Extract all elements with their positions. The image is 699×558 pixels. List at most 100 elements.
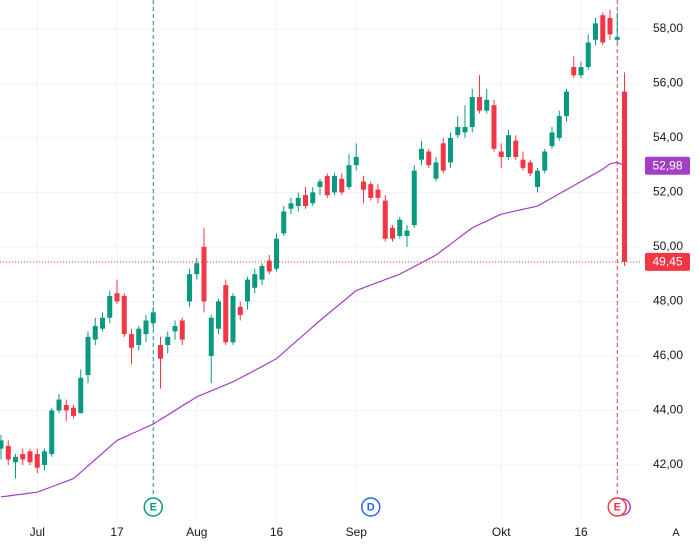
y-tick-label: 56,00 (653, 76, 683, 90)
candle-body (397, 219, 403, 237)
x-tick-label: 16 (574, 525, 588, 539)
candle-body (34, 454, 40, 468)
candle-body (404, 230, 410, 237)
y-tick-label: 50,00 (653, 239, 683, 253)
candle-body (593, 23, 598, 40)
candle-body (114, 293, 120, 302)
candle-body (491, 105, 497, 149)
candle-body (448, 137, 453, 163)
candle-body (520, 159, 526, 168)
candle-body (455, 127, 461, 136)
candle-body (71, 407, 76, 416)
candle-body (571, 67, 577, 76)
y-tick-label: 52,00 (653, 185, 683, 199)
candle-body (484, 99, 490, 111)
event-marker (607, 497, 627, 517)
candle-body (506, 135, 511, 157)
x-tick-label: 17 (110, 525, 124, 539)
candle-body (252, 274, 258, 288)
candle-body (187, 274, 192, 302)
candle-body (136, 328, 142, 346)
candle-body (614, 37, 620, 40)
candle-body (27, 451, 33, 463)
candle-body (513, 140, 519, 157)
candle-body (295, 197, 301, 207)
candle-body (477, 97, 482, 111)
candle-body (426, 151, 432, 166)
candle-body (179, 320, 185, 340)
candle-body (498, 151, 504, 157)
candle-body (288, 203, 294, 209)
candle-body (368, 184, 374, 198)
candle-body (85, 336, 91, 376)
candle-body (208, 317, 214, 356)
candle-body (411, 170, 417, 226)
candle-body (310, 192, 316, 204)
event-marker (143, 497, 163, 517)
candle-body (245, 279, 250, 302)
y-tick-label: 44,00 (653, 403, 683, 417)
candle-body (462, 127, 468, 133)
last-price-label: 49,45 (652, 255, 682, 269)
moving-average-line (0, 161, 625, 498)
candle-body (317, 181, 323, 187)
candle-body (56, 399, 62, 411)
candle-body (324, 176, 330, 196)
x-tick-label: Okt (492, 525, 511, 539)
ma-value-label: 52,98 (652, 158, 682, 172)
candle-body (274, 238, 279, 269)
candle-body (527, 162, 533, 174)
candle-body (549, 132, 555, 147)
last-price-box (645, 252, 690, 271)
candle-body (303, 195, 308, 207)
candle-body (585, 42, 591, 68)
candle-body (201, 246, 207, 302)
x-tick-label: Sep (346, 525, 368, 539)
candle-body (150, 312, 156, 324)
candle-body (375, 189, 381, 198)
candle-body (100, 317, 105, 329)
candle-body (259, 265, 265, 280)
candle-body (600, 15, 606, 43)
candle-body (143, 320, 149, 335)
y-tick-label: 46,00 (653, 348, 683, 362)
candle-body (607, 17, 613, 35)
candle-body (382, 200, 388, 239)
candle-body (237, 306, 243, 316)
candle-body (13, 456, 18, 463)
candle-body (230, 295, 236, 343)
x-tick-label: Aug (186, 525, 207, 539)
grid (0, 0, 640, 520)
scale-mode-button[interactable]: A (672, 527, 680, 539)
candle-body (622, 91, 627, 262)
candle-body (129, 334, 134, 348)
candle-body (49, 410, 55, 455)
candle-body (419, 148, 424, 160)
candle-body (339, 178, 345, 193)
y-tick-label: 54,00 (653, 130, 683, 144)
candle-body (332, 176, 337, 193)
candle-body (556, 116, 562, 138)
candle-body (535, 170, 540, 187)
candle-body (121, 295, 127, 335)
candle-body (578, 67, 584, 76)
candle-body (172, 325, 178, 332)
candle-body (158, 345, 163, 359)
event-label: E (614, 501, 621, 513)
x-tick-label: 16 (270, 525, 284, 539)
candle-body (542, 151, 548, 171)
event-label: D (367, 501, 375, 513)
candle-body (216, 301, 221, 329)
candle-body (440, 143, 446, 171)
candle-body (390, 227, 395, 239)
y-tick-label: 58,00 (653, 21, 683, 35)
candle-body (42, 451, 47, 465)
candle-body (433, 162, 439, 179)
candle-body (165, 336, 171, 346)
candle-body (266, 260, 272, 272)
candle-body (78, 377, 84, 414)
candle-body (20, 454, 26, 460)
candle-body (92, 325, 98, 340)
y-tick-label: 42,00 (653, 457, 683, 471)
